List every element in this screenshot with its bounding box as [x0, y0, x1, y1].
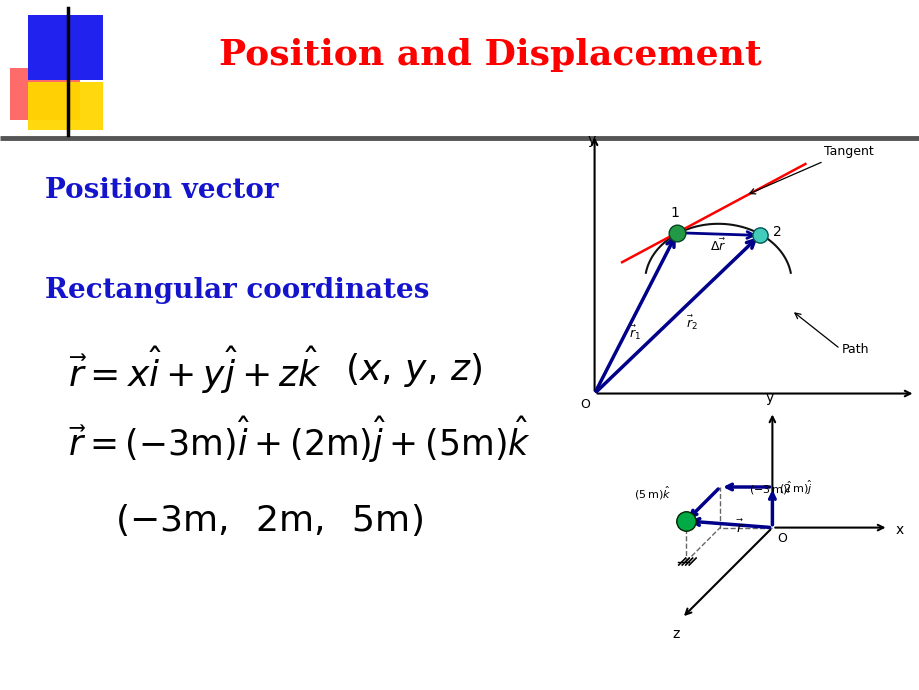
Text: $\vec{r}_1$: $\vec{r}_1$ — [629, 324, 641, 342]
Text: $\Delta\vec{r}$: $\Delta\vec{r}$ — [709, 237, 726, 254]
Text: O: O — [580, 398, 589, 411]
Text: $(-3\,\mathrm{m})\hat{i}$: $(-3\,\mathrm{m})\hat{i}$ — [748, 480, 791, 497]
Text: Position vector: Position vector — [45, 177, 278, 204]
Text: $(2\,\mathrm{m})\hat{j}$: $(2\,\mathrm{m})\hat{j}$ — [778, 478, 812, 497]
Text: Path: Path — [841, 344, 868, 356]
Text: $\vec{r} = (-3\mathrm{m})\hat{i} + (2\mathrm{m})\hat{j} + (5\mathrm{m})\hat{k}$: $\vec{r} = (-3\mathrm{m})\hat{i} + (2\ma… — [68, 415, 530, 466]
Text: Rectangular coordinates: Rectangular coordinates — [45, 277, 429, 304]
Bar — [28, 82, 103, 130]
Text: $\vec{r}$: $\vec{r}$ — [735, 518, 744, 536]
Text: Tangent: Tangent — [823, 145, 872, 158]
Text: $(5\,\mathrm{m})\hat{k}$: $(5\,\mathrm{m})\hat{k}$ — [633, 484, 671, 502]
Text: $\vec{r}_2$: $\vec{r}_2$ — [685, 313, 697, 331]
Bar — [10, 68, 80, 120]
Text: y: y — [587, 132, 596, 147]
Text: Position and Displacement: Position and Displacement — [219, 38, 761, 72]
Text: $(x,\, y,\, z)$: $(x,\, y,\, z)$ — [345, 351, 482, 389]
Text: x: x — [894, 524, 902, 538]
Text: 1: 1 — [670, 206, 679, 220]
Text: z: z — [672, 627, 679, 640]
Text: $\vec{r} = x\hat{i} + y\hat{j} + z\hat{k}$: $\vec{r} = x\hat{i} + y\hat{j} + z\hat{k… — [68, 344, 322, 395]
Text: $(-3\mathrm{m},\;\; 2\mathrm{m},\;\; 5\mathrm{m})$: $(-3\mathrm{m},\;\; 2\mathrm{m},\;\; 5\m… — [115, 502, 423, 538]
Text: y: y — [765, 391, 773, 404]
Text: x: x — [917, 389, 919, 403]
Text: 2: 2 — [773, 225, 781, 239]
Bar — [28, 15, 103, 80]
Text: O: O — [777, 532, 786, 545]
